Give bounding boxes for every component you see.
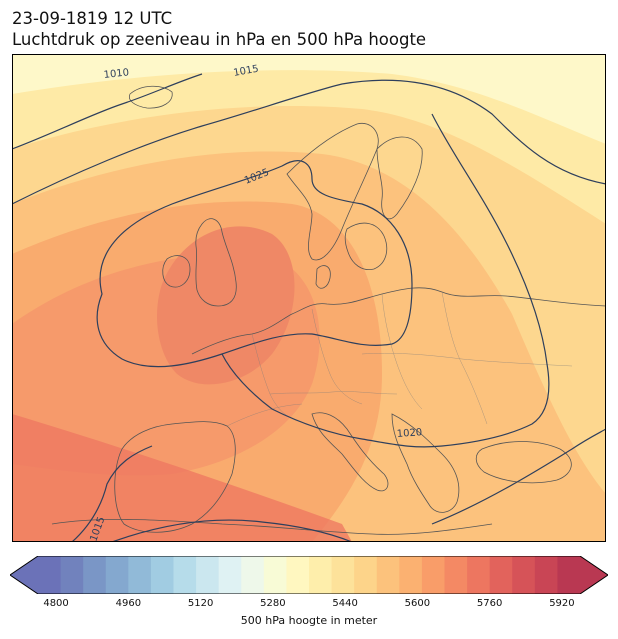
colorbar-tick-label: 5120 [187,598,214,609]
colorbar-tick-label: 5280 [260,598,286,609]
coastlines [51,85,606,535]
colorbar-swatch [218,556,242,594]
colorbar-swatch [467,556,491,594]
colorbar-tick-label: 5440 [332,598,358,609]
colorbar-swatch [241,556,265,594]
colorbar-swatch [60,556,84,594]
colorbar-tick-label: 5760 [476,598,503,609]
weather-map: 1010 1015 1025 1020 1015 [12,54,606,542]
colorbar-swatch [105,556,129,594]
colorbar-swatch [38,556,62,594]
colorbar-arrow-low [10,556,38,594]
colorbar-swatch [421,556,445,594]
colorbar-swatch [512,556,536,594]
colorbar-arrow-high [580,556,608,594]
colorbar-label: 500 hPa hoogte in meter [240,614,378,627]
colorbar-swatch [399,556,423,594]
isobar-label-1015: 1015 [233,64,260,79]
colorbar-swatch [376,556,400,594]
colorbar-swatch [150,556,174,594]
map-title: Luchtdruk op zeeniveau in hPa en 500 hPa… [12,30,427,49]
colorbar-swatch [557,556,581,594]
isobar-label-1010: 1010 [103,67,129,81]
colorbar-swatch [489,556,513,594]
colorbar-tick-label: 5600 [404,598,431,609]
isobars [12,73,606,542]
colorbar-swatch [444,556,468,594]
colorbar-swatch [128,556,152,594]
colorbar-swatch [534,556,558,594]
colorbar-swatch [286,556,310,594]
colorbar-tick-label: 4800 [43,598,69,609]
colorbar-swatch [263,556,287,594]
colorbar-swatch [83,556,107,594]
colorbar-swatch [309,556,333,594]
colorbar-swatch [354,556,378,594]
map-timestamp: 23-09-1819 12 UTC [12,9,173,28]
colorbar-tick-label: 5920 [549,598,575,609]
colorbar-tick-label: 4960 [115,598,142,609]
colorbar [9,555,609,595]
colorbar-swatch [196,556,220,594]
country-borders [226,291,573,427]
colorbar-swatch [331,556,355,594]
colorbar-swatches [10,556,608,594]
colorbar-swatch [173,556,197,594]
isobar-label-1020: 1020 [396,427,422,440]
